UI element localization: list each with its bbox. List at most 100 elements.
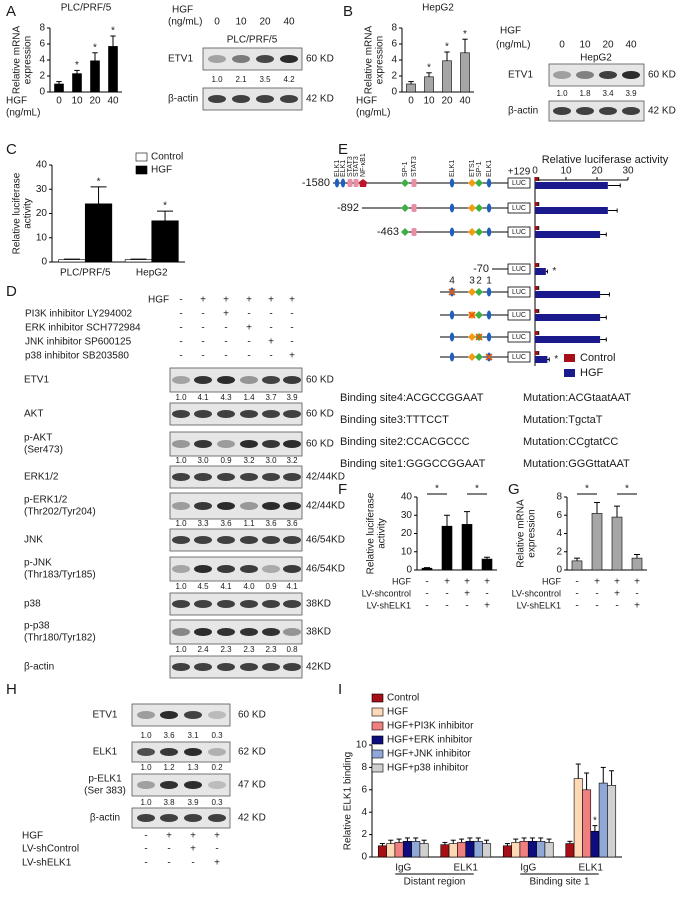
blot-quant: 3.9	[625, 89, 637, 98]
blot-quant: 0.3	[211, 731, 223, 740]
luc-box	[507, 226, 531, 238]
blot-quant: 3.6	[286, 519, 298, 528]
blot-quant: 1.4	[243, 393, 255, 402]
factor-label: SP-1	[476, 161, 483, 177]
significance-star: *	[435, 484, 439, 495]
elk1-site	[449, 352, 455, 362]
blot-band	[160, 781, 178, 789]
y-tick-label: 2	[391, 71, 397, 82]
y-tick-label: 4	[39, 55, 45, 66]
blot-header: (ng/mL)	[168, 17, 202, 28]
y-axis-label: activity	[377, 518, 388, 549]
sp1-site	[475, 311, 483, 319]
panel-label: G	[508, 481, 520, 498]
bar	[502, 845, 512, 858]
blot-size: 42 KD	[238, 813, 266, 824]
blot-quant: 4.1	[286, 582, 298, 591]
blot-quant: 1.0	[140, 798, 152, 807]
bar	[421, 567, 433, 571]
y-tick-label: 4	[556, 528, 562, 539]
treatment-label: LV-shControl	[22, 844, 79, 855]
significance-star: *	[463, 29, 467, 40]
blot-band	[240, 628, 258, 636]
legend-swatch	[371, 707, 384, 717]
y-tick-label: 0	[39, 87, 45, 98]
treatment-sign: -	[167, 858, 170, 869]
treatment-label: LV-shELK1	[22, 858, 72, 869]
blot-band	[137, 711, 155, 719]
x-tick-label: ELK1	[579, 863, 604, 874]
treatment-sign: -	[635, 589, 638, 600]
blot-band	[137, 781, 155, 789]
blot-band	[283, 628, 301, 636]
blot-band	[172, 473, 190, 481]
blot-quant: 3.3	[197, 519, 209, 528]
blot-band	[283, 600, 301, 608]
blot-quant: 3.5	[259, 75, 271, 84]
mutation-mark	[475, 333, 483, 341]
blot-sublabel: (Thr180/Tyr182)	[24, 633, 96, 644]
luc-label: LUC	[512, 266, 526, 273]
bar	[535, 263, 539, 267]
binding-site: Binding site4:ACGCCGGAAT	[340, 392, 484, 404]
bar	[424, 76, 434, 93]
treatment-sign: -	[445, 601, 448, 612]
blot-size: 38KD	[306, 599, 331, 610]
sp1-site	[475, 228, 483, 236]
blot-label: AKT	[24, 409, 43, 420]
treatment-label: p38 inhibitor SB203580	[25, 351, 129, 362]
blot-label: ETV1	[508, 70, 533, 81]
treatment-sign: -	[290, 337, 293, 348]
bar	[465, 841, 475, 858]
x-tick-label: ELK1	[454, 863, 479, 874]
blot-band	[256, 55, 274, 63]
treatment-sign: -	[485, 589, 488, 600]
blot-strip	[169, 655, 303, 679]
bar	[72, 73, 82, 93]
blot-column: 20	[602, 40, 614, 51]
x-axis-label: (ng/mL)	[356, 108, 390, 119]
blot-band	[194, 376, 212, 384]
x-tick-label: 20	[89, 96, 101, 107]
treatment-sign: -	[290, 323, 293, 334]
blot-band	[217, 565, 235, 573]
luc-box	[507, 263, 531, 275]
blot-quant: 0.9	[220, 456, 232, 465]
bar	[535, 207, 608, 214]
blot-size: 60 KD	[306, 375, 334, 386]
blot-band	[217, 376, 235, 384]
panel-label: F	[338, 481, 347, 498]
construct-start: -892	[337, 202, 359, 214]
blot-column: 0	[214, 17, 220, 28]
treatment-sign: -	[595, 589, 598, 600]
x-tick-label: 40	[107, 96, 119, 107]
treatment-sign: -	[445, 589, 448, 600]
blot-band	[553, 107, 571, 115]
blot-band	[240, 502, 258, 510]
blot-band	[599, 107, 617, 115]
blot-header: HGF	[500, 26, 521, 37]
construct-start: -1580	[302, 177, 330, 189]
blot-label: p38	[24, 599, 41, 610]
treatment-sign: -	[290, 309, 293, 320]
blot-quant: 4.3	[220, 393, 232, 402]
blot-quant: 3.6	[163, 731, 175, 740]
blot-band	[137, 814, 155, 822]
y-tick-label: 2	[361, 829, 367, 840]
blot-band	[240, 536, 258, 544]
treatment-sign: +	[614, 589, 620, 600]
blot-title: PLC/PRF/5	[227, 35, 278, 46]
blot-quant: 1.8	[579, 89, 591, 98]
binding-site: Binding site3:TTTCCT	[340, 414, 449, 426]
treatment-sign: +	[464, 577, 470, 588]
treatment-sign: -	[191, 858, 194, 869]
factor-label: STAT3	[411, 156, 418, 177]
treatment-sign: -	[269, 309, 272, 320]
treatment-sign: +	[444, 577, 450, 588]
blot-band	[194, 565, 212, 573]
significance-star: *	[427, 62, 431, 73]
blot-band	[172, 440, 190, 448]
treatment-label: JNK inhibitor SP600125	[25, 337, 132, 348]
legend-label: HGF	[387, 707, 408, 718]
x-tick-label: 10	[423, 96, 435, 107]
